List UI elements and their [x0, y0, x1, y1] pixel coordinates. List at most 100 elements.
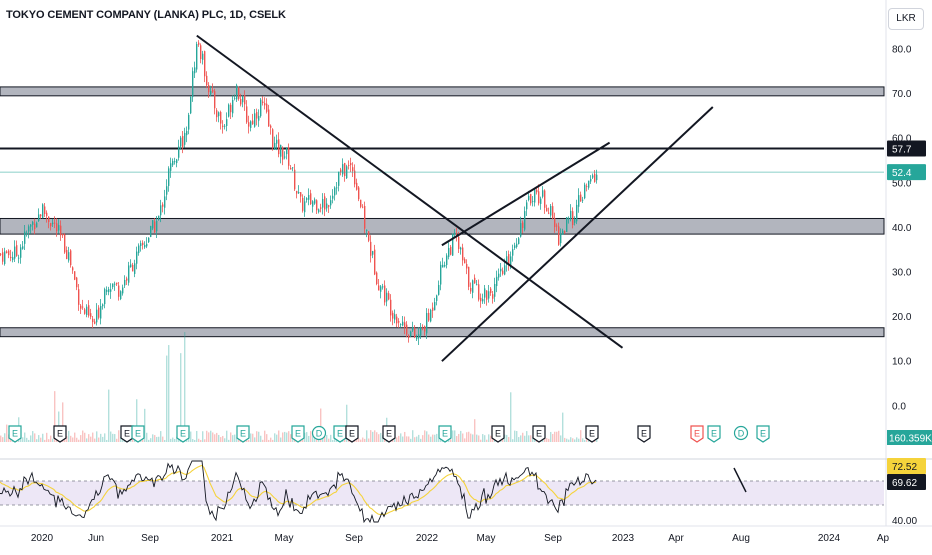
- candle-body[interactable]: [472, 280, 474, 293]
- trendline-2[interactable]: [441, 141, 611, 247]
- candle-body[interactable]: [10, 256, 12, 259]
- candle-body[interactable]: [444, 265, 446, 267]
- candle-body[interactable]: [200, 45, 202, 60]
- candle-body[interactable]: [254, 113, 256, 127]
- event-earnings-plain-icon[interactable]: E: [585, 425, 599, 443]
- event-dividend-icon[interactable]: D: [311, 425, 327, 441]
- candle-body[interactable]: [194, 67, 196, 74]
- candle-body[interactable]: [548, 212, 550, 214]
- candle-body[interactable]: [258, 115, 260, 121]
- candle-body[interactable]: [48, 216, 50, 222]
- candle-body[interactable]: [434, 302, 436, 311]
- trendline-0[interactable]: [196, 34, 624, 349]
- candle-body[interactable]: [168, 168, 170, 186]
- candle-body[interactable]: [584, 184, 586, 199]
- candle-body[interactable]: [530, 194, 532, 204]
- candle-body[interactable]: [342, 164, 344, 175]
- rsi-line[interactable]: [0, 460, 597, 524]
- candle-body[interactable]: [184, 132, 186, 145]
- candle-body[interactable]: [268, 109, 270, 127]
- candle-body[interactable]: [60, 225, 62, 236]
- candle-body[interactable]: [190, 96, 192, 114]
- candle-body[interactable]: [574, 218, 576, 223]
- candle-body[interactable]: [24, 231, 26, 244]
- candle-body[interactable]: [362, 206, 364, 208]
- candle-body[interactable]: [96, 309, 98, 323]
- candle-body[interactable]: [118, 285, 120, 297]
- candle-body[interactable]: [238, 87, 240, 99]
- support-resistance-zones[interactable]: [0, 86, 885, 338]
- candle-body[interactable]: [382, 286, 384, 288]
- candle-body[interactable]: [534, 189, 536, 203]
- candle-body[interactable]: [156, 220, 158, 232]
- candle-body[interactable]: [110, 289, 112, 292]
- candle-body[interactable]: [352, 167, 354, 172]
- candle-body[interactable]: [458, 236, 460, 249]
- candle-body[interactable]: [402, 321, 404, 326]
- candle-body[interactable]: [372, 251, 374, 255]
- candle-body[interactable]: [20, 247, 22, 258]
- candle-body[interactable]: [494, 284, 496, 297]
- candle-body[interactable]: [274, 142, 276, 150]
- event-earnings-icon[interactable]: E: [333, 425, 347, 443]
- candle-body[interactable]: [376, 272, 378, 284]
- candle-body[interactable]: [116, 282, 118, 285]
- candle-body[interactable]: [464, 259, 466, 264]
- candle-body[interactable]: [272, 129, 274, 148]
- candle-body[interactable]: [140, 243, 142, 247]
- candle-body[interactable]: [16, 245, 18, 256]
- candle-body[interactable]: [266, 103, 268, 112]
- candle-body[interactable]: [474, 277, 476, 284]
- candle-body[interactable]: [284, 156, 286, 158]
- candle-body[interactable]: [4, 251, 6, 264]
- candle-body[interactable]: [336, 187, 338, 189]
- candle-body[interactable]: [14, 246, 16, 259]
- candle-body[interactable]: [162, 204, 164, 207]
- event-earnings-icon[interactable]: E: [438, 425, 452, 443]
- candle-body[interactable]: [248, 122, 250, 127]
- candle-body[interactable]: [198, 42, 200, 45]
- candle-body[interactable]: [134, 263, 136, 274]
- candle-body[interactable]: [556, 225, 558, 227]
- candle-body[interactable]: [262, 101, 264, 104]
- candle-body[interactable]: [496, 276, 498, 287]
- candle-body[interactable]: [520, 223, 522, 237]
- candle-body[interactable]: [522, 222, 524, 228]
- candle-body[interactable]: [204, 51, 206, 77]
- candle-body[interactable]: [302, 197, 304, 211]
- candle-body[interactable]: [270, 125, 272, 128]
- level-line-label[interactable]: 57.7: [887, 140, 926, 157]
- candle-body[interactable]: [436, 295, 438, 301]
- candle-body[interactable]: [428, 312, 430, 321]
- candle-body[interactable]: [40, 214, 42, 217]
- candle-body[interactable]: [276, 139, 278, 144]
- candle-body[interactable]: [12, 257, 14, 260]
- candle-body[interactable]: [314, 199, 316, 204]
- candle-body[interactable]: [228, 104, 230, 117]
- candle-body[interactable]: [152, 220, 154, 229]
- trendline-1[interactable]: [441, 106, 714, 362]
- candle-body[interactable]: [430, 309, 432, 322]
- candle-body[interactable]: [182, 136, 184, 147]
- candle-body[interactable]: [138, 245, 140, 254]
- candle-body[interactable]: [542, 190, 544, 197]
- zone-0[interactable]: [0, 327, 885, 338]
- candle-body[interactable]: [112, 283, 114, 288]
- candle-body[interactable]: [68, 252, 70, 261]
- candle-body[interactable]: [390, 299, 392, 316]
- candle-body[interactable]: [440, 264, 442, 285]
- rsi-value-label[interactable]: 72.52: [887, 458, 926, 474]
- candle-body[interactable]: [256, 112, 258, 119]
- candle-body[interactable]: [526, 202, 528, 210]
- candle-body[interactable]: [66, 249, 68, 259]
- candle-body[interactable]: [312, 201, 314, 207]
- candle-body[interactable]: [164, 196, 166, 208]
- candle-body[interactable]: [510, 256, 512, 268]
- candle-body[interactable]: [332, 195, 334, 199]
- candle-body[interactable]: [524, 211, 526, 230]
- candle-body[interactable]: [374, 249, 376, 275]
- candle-body[interactable]: [488, 291, 490, 299]
- candle-body[interactable]: [364, 205, 366, 229]
- candle-body[interactable]: [322, 199, 324, 208]
- candle-body[interactable]: [90, 313, 92, 317]
